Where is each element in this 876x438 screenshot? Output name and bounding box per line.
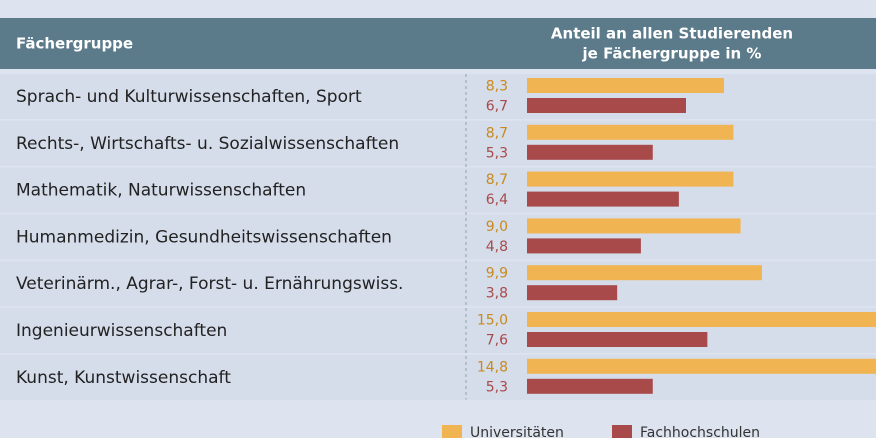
value-label: 9,9 [486, 266, 508, 282]
category-label: Kunst, Kunstwissenschaft [16, 368, 231, 388]
bar [527, 171, 734, 187]
category-label: Sprach- und Kulturwissenschaften, Sport [16, 87, 362, 107]
category-label: Ingenieurwissenschaften [16, 321, 227, 341]
value-label: 7,6 [486, 333, 508, 349]
bar [527, 285, 618, 301]
value-header: je Fächergruppe in % [582, 45, 762, 63]
value-label: 8,3 [486, 79, 508, 95]
bar [527, 358, 876, 374]
row-band [0, 74, 876, 119]
bar [527, 124, 734, 140]
bar [527, 265, 762, 281]
value-label: 5,3 [486, 145, 508, 161]
value-label: 8,7 [486, 125, 508, 141]
category-label: Humanmedizin, Gesundheitswissenschaften [16, 227, 392, 247]
bar [527, 218, 741, 234]
bar [527, 238, 641, 254]
bar [527, 98, 686, 113]
value-label: 4,8 [486, 239, 508, 255]
value-label: 6,7 [486, 99, 508, 115]
bar [527, 78, 724, 93]
bar [527, 144, 653, 160]
category-label: Rechts-, Wirtschafts- u. Sozialwissensch… [16, 134, 399, 154]
bar [527, 191, 679, 207]
bar [527, 332, 708, 347]
header-band [0, 18, 876, 69]
bar [527, 312, 876, 327]
value-label: 3,8 [486, 286, 508, 302]
category-label: Veterinärm., Agrar-, Forst- u. Ernährung… [16, 274, 403, 294]
legend-label: Fachhochschulen [640, 425, 760, 438]
value-label: 5,3 [486, 379, 508, 395]
value-header: Anteil an allen Studierenden [551, 25, 793, 43]
legend-label: Universitäten [470, 425, 564, 438]
category-label: Mathematik, Naturwissenschaften [16, 181, 306, 201]
bar [527, 378, 653, 394]
category-header: Fächergruppe [16, 35, 133, 53]
value-label: 8,7 [486, 172, 508, 188]
value-label: 14,8 [477, 359, 508, 375]
value-label: 9,0 [486, 219, 508, 235]
legend-swatch [442, 425, 462, 438]
value-label: 6,4 [486, 192, 508, 208]
legend-swatch [612, 425, 632, 438]
value-label: 15,0 [477, 313, 508, 329]
